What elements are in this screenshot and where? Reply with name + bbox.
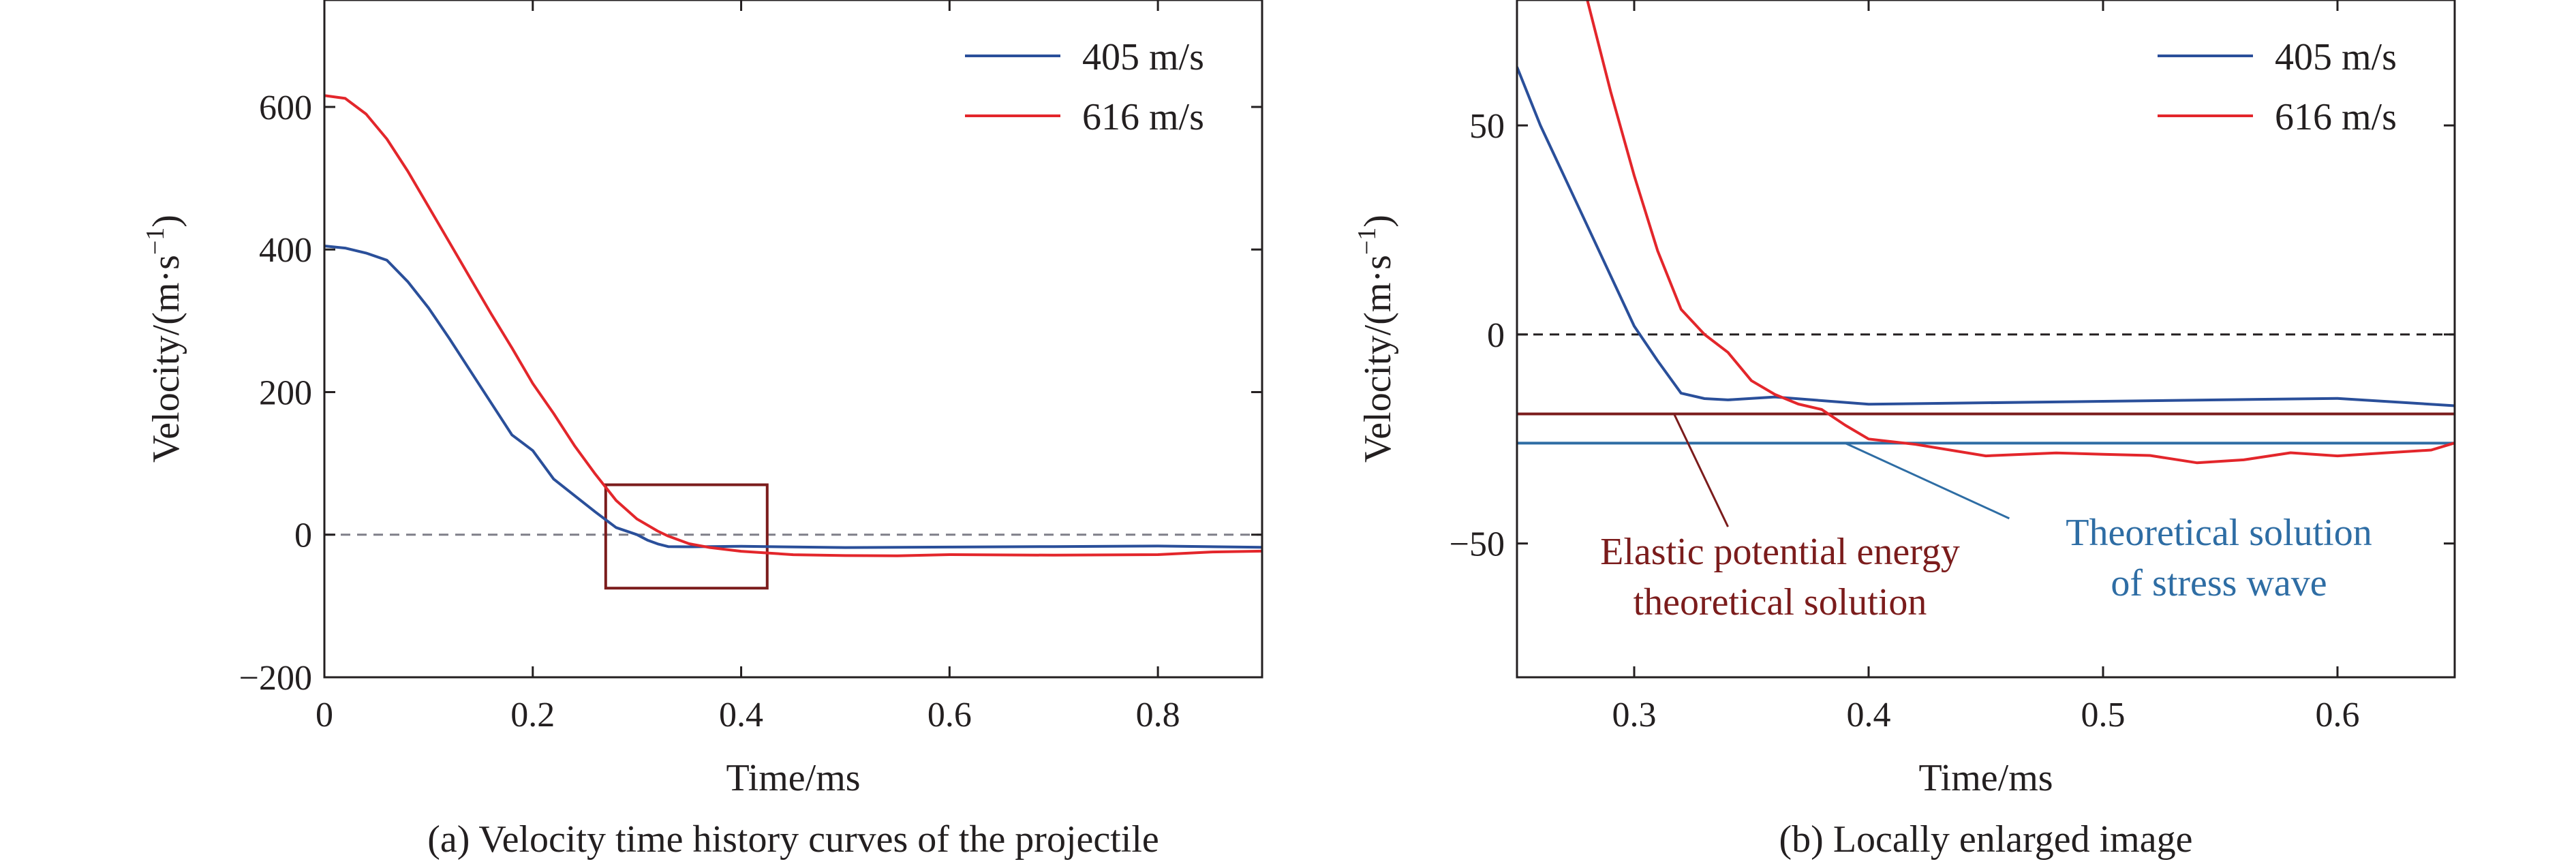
- panel-b-chart: 0.3 0.4 0.5 0.6 −50 0 50 405 m/s 616 m/s Elasti…: [1353, 0, 2456, 861]
- panel-a-caption: (a) Velocity time history curves of the …: [427, 818, 1159, 861]
- panel-b-annotation-label-2: Theoretical solution: [2066, 512, 2372, 554]
- panel-b-caption: (b) Locally enlarged image: [1779, 818, 2193, 861]
- panel-b-annotation-leader-2: [1844, 442, 2010, 520]
- panel-a-series-616-m-s: [324, 94, 1262, 557]
- panel-a-y-tick-label: −200: [239, 659, 312, 698]
- panel-a-y-tick-label: 400: [259, 231, 312, 270]
- panel-a-x-tick-label: 0: [316, 696, 333, 734]
- panel-a-x-tick-label: 0.4: [719, 696, 763, 734]
- panel-b-series-405-m-s: [1517, 66, 2455, 407]
- panel-b-annotation-label-1: Elastic potential energy: [1600, 531, 1960, 573]
- panel-a-plot-frame: [323, 0, 1263, 679]
- panel-a-x-tick-label: 0.2: [510, 696, 555, 734]
- panel-b-x-tick-label: 0.4: [1847, 696, 1891, 734]
- panel-b-x-tick-label: 0.6: [2316, 696, 2360, 734]
- panel-b-plot-frame: [1516, 0, 2456, 679]
- panel-a-x-tick-label: 0.8: [1136, 696, 1180, 734]
- panel-a-y-tick-label: 0: [294, 516, 312, 555]
- panel-a-plot-content: [324, 94, 1262, 590]
- panel-a-x-tick-label: 0.6: [927, 696, 972, 734]
- panel-a-y-tick-label: 600: [259, 89, 312, 127]
- panel-b-y-tick-label: 50: [1469, 107, 1505, 146]
- panel-b-y-tick-label: 0: [1487, 316, 1505, 355]
- panel-b-legend-label: 616 m/s: [2275, 96, 2397, 138]
- panel-a-zoom-box: [604, 483, 769, 590]
- panel-b-x-tick-label: 0.5: [2081, 696, 2126, 734]
- panel-b-y-tick-label: −50: [1450, 525, 1505, 564]
- panel-a-legend-label: 405 m/s: [1082, 36, 1204, 78]
- panel-b-series-616-m-s: [1586, 0, 2455, 465]
- panel-b-legend-label: 405 m/s: [2275, 36, 2397, 78]
- panel-b-annotation-label-2: of stress wave: [2111, 562, 2327, 604]
- panel-a-series-405-m-s: [324, 245, 1262, 549]
- panel-b-annotation-leader-1: [1673, 413, 1729, 527]
- panel-a-legend: 405 m/s 616 m/s: [965, 36, 1204, 138]
- panel-b-annotations: Elastic potential energy theoretical solu…: [1600, 413, 2372, 623]
- panel-a-ylabel: Velocity/(m·s−1): [141, 215, 187, 463]
- panel-b-legend: 405 m/s 616 m/s: [2158, 36, 2397, 138]
- panel-b-reference-lines: [1517, 412, 2455, 445]
- panel-a-xlabel: Time/ms: [726, 757, 860, 799]
- panel-a-y-tick-label: 200: [259, 373, 312, 412]
- panel-b-ticks: 0.3 0.4 0.5 0.6 −50 0 50: [1450, 0, 2455, 734]
- panel-a-series-layer: [324, 94, 1262, 557]
- panel-a-legend-label: 616 m/s: [1082, 96, 1204, 138]
- panel-b-annotation-label-1: theoretical solution: [1634, 581, 1927, 623]
- panel-b-x-tick-label: 0.3: [1612, 696, 1657, 734]
- panel-b-xlabel: Time/ms: [1918, 757, 2053, 799]
- panel-b-series-layer: [1517, 0, 2455, 465]
- panel-b-plot-content: [1517, 0, 2455, 465]
- panel-b-ylabel: Velocity/(m·s−1): [1353, 215, 1399, 463]
